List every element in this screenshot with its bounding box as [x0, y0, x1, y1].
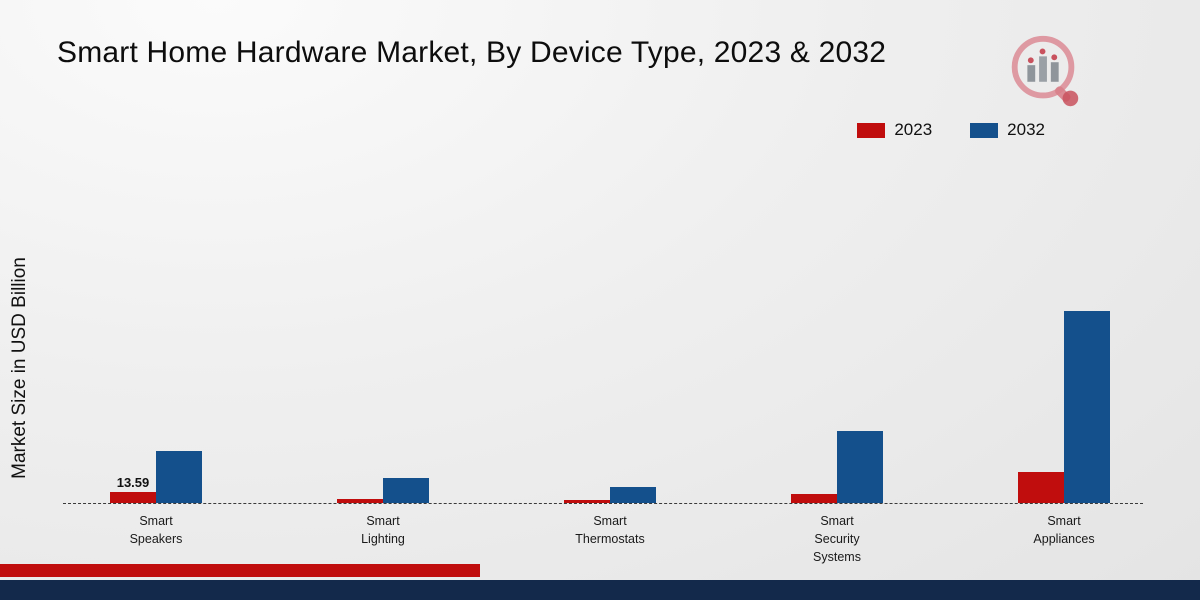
bar-group — [1018, 311, 1110, 503]
category-label: Smart Appliances — [1033, 514, 1095, 547]
legend-swatch-2023 — [857, 122, 886, 138]
bar-group — [337, 478, 429, 503]
chart-title: Smart Home Hardware Market, By Device Ty… — [57, 36, 887, 69]
bar-group: 13.59 — [110, 451, 202, 503]
category-labels: Smart Speakers Smart Lighting Smart Thermo… — [110, 512, 1110, 566]
category-label: Smart Lighting — [361, 514, 405, 547]
bar-2023 — [564, 500, 610, 503]
bar-value-label: 13.59 — [116, 475, 150, 490]
legend-swatch-2032 — [970, 122, 999, 138]
bar-2032 — [156, 451, 202, 503]
legend-label: 2032 — [1007, 120, 1045, 139]
legend-label: 2023 — [894, 120, 933, 139]
bar-2032 — [610, 487, 656, 503]
bar-2023 — [337, 499, 383, 503]
category-label: Smart Thermostats — [575, 514, 645, 547]
legend: 2023 2032 — [857, 120, 1045, 140]
bar-2032 — [1064, 311, 1110, 503]
legend-item-2032: 2032 — [970, 120, 1045, 140]
footer-navy-strip — [0, 580, 1200, 600]
bar-2032 — [383, 478, 429, 503]
zero-baseline — [63, 503, 1143, 504]
bar-2023 — [1018, 472, 1064, 503]
bar-2023: 13.59 — [110, 475, 156, 503]
category-label: Smart Speakers — [129, 514, 183, 547]
bar-groups: 13.59 — [110, 270, 1110, 503]
bar-2032 — [837, 431, 883, 503]
brand-logo-icon — [1011, 35, 1079, 107]
bar-group — [791, 431, 883, 503]
bar-group — [564, 487, 656, 503]
y-axis-label: Market Size in USD Billion — [9, 257, 30, 479]
category-label: Smart Security Systems — [813, 514, 861, 565]
legend-item-2023: 2023 — [857, 120, 932, 140]
bar-2023 — [791, 494, 837, 503]
footer-red-strip — [0, 564, 480, 577]
